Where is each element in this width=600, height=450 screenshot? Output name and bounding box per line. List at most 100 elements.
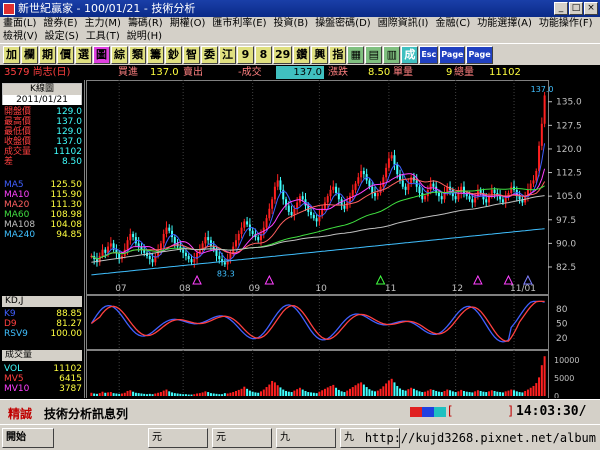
volume-bar — [432, 389, 435, 396]
menu-item-row1-3[interactable]: 籌碼(R) — [127, 18, 163, 29]
menu-item-row2-2[interactable]: 工具(T) — [85, 31, 120, 42]
ma-label: MA60 — [4, 210, 30, 220]
ma-label: MA108 — [4, 220, 36, 230]
volume-bar — [396, 385, 399, 396]
toolbar-button-24[interactable]: Page — [439, 45, 466, 64]
candle-body — [462, 186, 465, 194]
close-icon[interactable]: × — [584, 2, 598, 15]
volume-bar — [354, 385, 357, 396]
candle-body — [198, 249, 201, 253]
volume-bar — [401, 389, 404, 396]
toolbar-button-11[interactable]: 委 — [201, 45, 218, 64]
toolbar-button-19[interactable]: ▦ — [347, 45, 365, 64]
menu-item-row1-1[interactable]: 證券(E) — [43, 18, 78, 29]
ma-value: 104.08 — [50, 220, 83, 230]
menu-item-row1-11[interactable]: 功能操作(F) — [538, 18, 593, 29]
task-button-2[interactable]: 元 — [212, 427, 272, 448]
menu-item-row2-0[interactable]: 檢視(V) — [3, 31, 38, 42]
toolbar-button-23[interactable]: Esc — [419, 45, 439, 64]
candle-body — [471, 199, 474, 203]
candle-body — [204, 237, 207, 244]
toolbar-button-17[interactable]: 興 — [311, 45, 329, 64]
toolbar-button-18[interactable]: 指 — [329, 45, 347, 64]
price-chart[interactable]: 135.0 127.5 120.0 112.5 105.0 97.5 90.0 82.5 07 0… — [86, 80, 600, 398]
menu-row-main: 畫面(L) 證券(E) 主力(M) 籌碼(R) 期權(O) 匯市利率(E) 投資(B) 操盤密… — [0, 17, 600, 30]
x-tick-label: 11/01 — [510, 284, 536, 294]
volume-bar — [171, 392, 174, 396]
task-button-1[interactable]: 元 — [148, 427, 208, 448]
toolbar-button-8[interactable]: 籌 — [147, 45, 164, 64]
toolbar-button-15[interactable]: 29 — [273, 45, 293, 64]
menu-item-row1-10[interactable]: 功能選擇(A) — [477, 18, 532, 29]
candle-body — [329, 189, 332, 197]
task-button-4[interactable]: 九 — [340, 427, 400, 448]
toolbar-button-12[interactable]: 江 — [219, 45, 236, 64]
app-icon — [3, 2, 15, 15]
signal-marker — [192, 274, 202, 285]
toolbar-button-2[interactable]: 期 — [39, 45, 56, 64]
quote-bar: 3579 尚志(日) 買進 137.0 賣出 -成交 137.0 漲跌 8.50… — [0, 66, 600, 79]
taskbar: 開始 元 元 九 九 — [0, 424, 600, 450]
candle-body — [118, 252, 121, 260]
start-button[interactable]: 開始 — [2, 427, 54, 448]
candle-body — [401, 180, 404, 187]
toolbar-button-0[interactable]: 加 — [3, 45, 20, 64]
volume-bar — [296, 389, 299, 396]
ma-value: 94.85 — [56, 230, 82, 240]
minimize-icon[interactable]: _ — [554, 2, 568, 15]
toolbar-button-14[interactable]: 8 — [255, 45, 272, 64]
toolbar-button-7[interactable]: 類 — [129, 45, 146, 64]
ma-row: MA20 111.30 — [4, 200, 82, 210]
toolbar-button-1[interactable]: 欄 — [21, 45, 38, 64]
menu-item-row2-1[interactable]: 設定(S) — [44, 31, 79, 42]
candle-body — [440, 196, 443, 200]
kd-tick-label: 50 — [556, 320, 568, 330]
volume-bar — [410, 387, 413, 396]
kd-value: 100.00 — [50, 329, 83, 339]
task-button-3[interactable]: 九 — [276, 427, 336, 448]
toolbar-button-21[interactable]: ▥ — [383, 45, 401, 64]
menu-item-row1-7[interactable]: 操盤密碼(D) — [315, 18, 371, 29]
volume-bar — [115, 393, 118, 396]
menu-item-row1-5[interactable]: 匯市利率(E) — [212, 18, 267, 29]
candle-body — [240, 227, 243, 234]
kd-header[interactable]: KD,J — [2, 296, 82, 307]
menu-item-row1-6[interactable]: 投資(B) — [273, 18, 309, 29]
candle-body — [443, 193, 446, 200]
volume-bar — [412, 388, 415, 396]
volume-bar — [485, 392, 488, 396]
maximize-icon[interactable]: □ — [569, 2, 583, 15]
volume-bar — [98, 393, 101, 396]
volume-bar — [346, 390, 349, 396]
menu-item-row1-2[interactable]: 主力(M) — [84, 18, 121, 29]
candle-body — [243, 221, 246, 228]
kd-tick-label: 80 — [556, 305, 568, 315]
volume-bar — [323, 388, 326, 396]
toolbar-button-16[interactable]: 鑽 — [293, 45, 311, 64]
ma240-line — [91, 228, 545, 276]
volume-bar — [279, 387, 282, 396]
toolbar-button-20[interactable]: ▤ — [365, 45, 383, 64]
toolbar-button-4[interactable]: 選 — [75, 45, 92, 64]
toolbar-button-10[interactable]: 智 — [183, 45, 200, 64]
toolbar-button-3[interactable]: 價 — [57, 45, 74, 64]
volume-bar — [513, 390, 516, 396]
menu-item-row1-9[interactable]: 金融(C) — [435, 18, 471, 29]
toolbar-button-9[interactable]: 鈔 — [165, 45, 182, 64]
toolbar-button-22[interactable]: 成 — [401, 45, 419, 64]
volume-bar — [540, 365, 543, 396]
broker-label: 精誠 — [8, 407, 33, 421]
toolbar-button-25[interactable]: Page — [466, 45, 493, 64]
menu-item-row2-3[interactable]: 說明(H) — [126, 31, 163, 42]
toolbar-button-13[interactable]: 9 — [237, 45, 254, 64]
volume-bar — [251, 391, 254, 396]
volume-bar — [407, 389, 410, 396]
menu-item-row1-4[interactable]: 期權(O) — [169, 18, 206, 29]
toolbar-button-6[interactable]: 綜 — [111, 45, 128, 64]
volume-bar — [137, 393, 140, 396]
toolbar-button-5[interactable]: 圖 — [93, 45, 110, 64]
kline-header[interactable]: K線圖 2011/01/21 — [2, 83, 82, 105]
menu-item-row1-8[interactable]: 國際資訊(I) — [377, 18, 429, 29]
volume-header[interactable]: 成交量 — [2, 350, 82, 361]
menu-item-row1-0[interactable]: 畫面(L) — [3, 18, 37, 29]
